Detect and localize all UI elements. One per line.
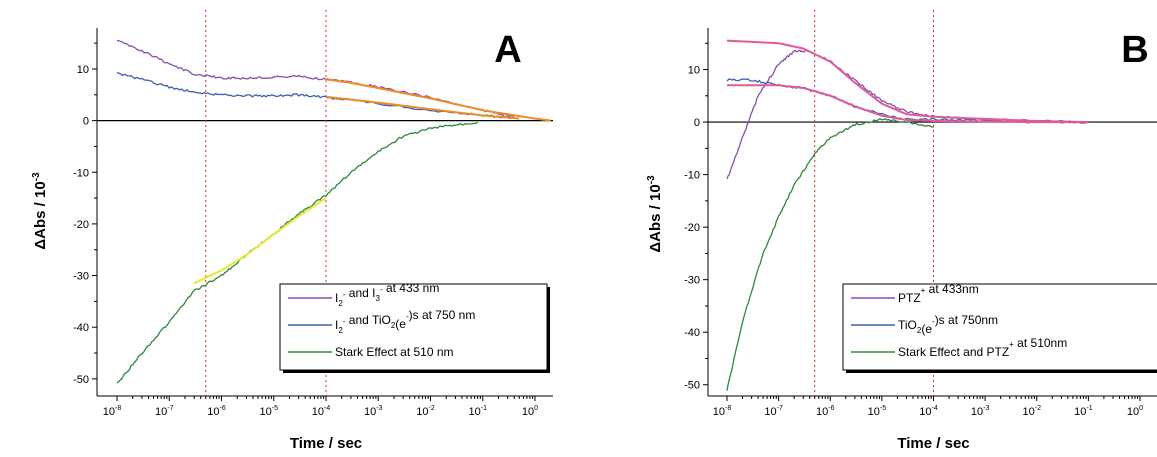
x-tick-label: 10-3 [364, 405, 383, 418]
y-tick-label: -40 [684, 327, 700, 339]
legend-box [842, 283, 1157, 371]
data-series-line [116, 39, 515, 118]
y-tick-label: -30 [73, 271, 89, 283]
x-tick-label: 10-4 [312, 405, 331, 418]
x-tick-label: 10-2 [416, 405, 435, 418]
y-tick-label: -30 [684, 275, 700, 287]
x-tick-label: 10-6 [816, 405, 835, 418]
x-tick-label: 10-8 [713, 405, 732, 418]
y-tick-label: -50 [73, 374, 89, 386]
x-tick-label: 10-5 [260, 405, 279, 418]
y-axis-title: ΔAbs / 10-3 [31, 172, 49, 250]
legend-label: I2- and TiO2(e-)s at 750 nm [335, 308, 475, 335]
y-tick-label: 0 [83, 116, 89, 128]
panel-label: B [1121, 29, 1148, 71]
fit-curve [325, 95, 520, 120]
x-tick-label: 10-5 [868, 405, 887, 418]
y-tick-label: 0 [694, 117, 700, 129]
fit-curve [193, 197, 327, 285]
y-tick-label: -50 [684, 380, 700, 392]
x-tick-label: 100 [522, 405, 538, 418]
y-tick-label: -20 [73, 219, 89, 231]
x-tick-label: 100 [1127, 405, 1143, 418]
x-tick-label: 10-2 [1023, 405, 1042, 418]
x-tick-label: 10-6 [207, 405, 226, 418]
legend-label: PTZ+ at 433nm [898, 282, 979, 305]
data-series-line [116, 121, 479, 384]
y-tick-label: -40 [73, 322, 89, 334]
y-tick-label: -20 [684, 222, 700, 234]
legend-label: Stark Effect at 510 nm [335, 345, 454, 359]
x-axis-title: Time / sec [290, 435, 362, 452]
panel-label: A [494, 29, 521, 71]
x-tick-label: 10-7 [155, 405, 174, 418]
legend-label: Stark Effect and PTZ+ at 510nm [898, 336, 1067, 359]
legend-label: TiO2(e-)s at 750nm [898, 313, 998, 336]
y-tick-label: -10 [73, 167, 89, 179]
x-tick-label: 10-1 [469, 405, 488, 418]
x-tick-label: 10-4 [919, 405, 938, 418]
y-tick-label: 10 [77, 64, 89, 76]
data-series-line [116, 71, 515, 120]
x-tick-label: 10-1 [1074, 405, 1093, 418]
x-tick-label: 10-8 [103, 405, 122, 418]
y-tick-label: 10 [688, 65, 700, 77]
fit-curve [727, 84, 1089, 124]
data-series-line [726, 118, 934, 391]
y-axis-title: ΔAbs / 10-3 [646, 175, 664, 253]
fit-curve [325, 78, 551, 122]
y-tick-label: -10 [684, 170, 700, 182]
legend-label: I2- and I3- at 433 nm [335, 281, 439, 308]
fit-curve [726, 39, 1089, 124]
x-axis-title: Time / sec [897, 435, 969, 452]
x-tick-label: 10-7 [764, 405, 783, 418]
x-tick-label: 10-3 [971, 405, 990, 418]
